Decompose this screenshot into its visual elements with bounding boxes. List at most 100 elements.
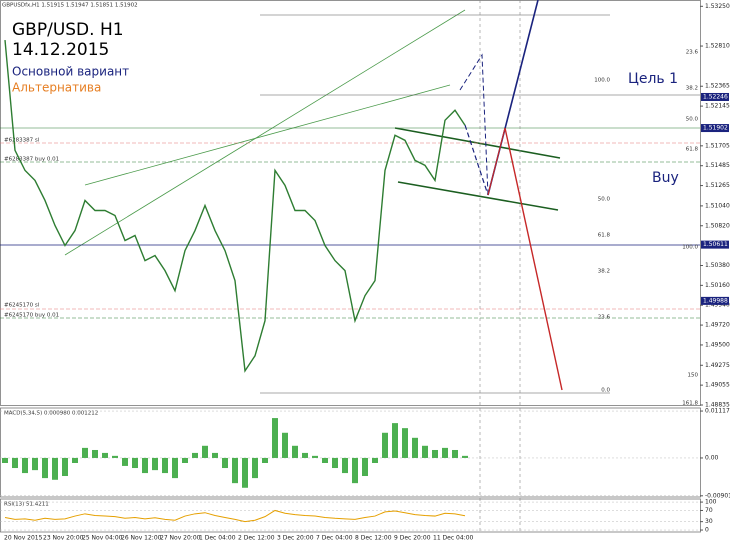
y-tick-label: 1.51040 [705, 202, 730, 209]
header: GBPUSDfx,H1 1.51915 1.51947 1.51851 1.51… [2, 3, 138, 9]
order-label: #6283387 sl [4, 138, 40, 144]
histogram-bar [232, 457, 238, 484]
histogram-bar [192, 452, 198, 458]
y-tick-label: 70 [705, 507, 713, 514]
y-tick-label: 1.49500 [705, 341, 730, 348]
histogram-bar [122, 457, 128, 466]
y-tick-label: 1.49055 [705, 382, 730, 389]
x-tick-label: 25 Nov 04:00 [82, 535, 123, 542]
fib-label: 50.0 [598, 197, 611, 203]
fib-label: 150 [688, 373, 699, 379]
histogram-bar [42, 457, 48, 479]
histogram-bar [382, 432, 388, 458]
y-tick-label: 1.52145 [705, 103, 730, 110]
annotation: Цель 1 [628, 71, 678, 87]
x-tick-label: 3 Dec 20:00 [277, 535, 314, 542]
y-tick-label: 1.52810 [705, 43, 730, 50]
histogram-bar [432, 449, 438, 458]
price-label: 1.52246 [703, 93, 728, 100]
fib-label: 61.8 [598, 233, 611, 239]
annotation: Альтернатива [12, 81, 101, 95]
histogram-bar [172, 457, 178, 479]
x-tick-label: 27 Nov 20:00 [160, 535, 201, 542]
histogram-bar [202, 445, 208, 458]
y-tick-label: 0.00 [705, 454, 719, 461]
histogram-bar [272, 418, 278, 458]
y-tick-label: 1.53250 [705, 3, 730, 10]
x-tick-label: 7 Dec 04:00 [316, 535, 353, 542]
histogram-bar [312, 455, 318, 458]
y-tick-label: 1.50820 [705, 222, 730, 229]
y-tick-label: 1.49275 [705, 362, 730, 369]
y-tick-label: 1.51705 [705, 142, 730, 149]
fib-label: 38.2 [686, 86, 698, 92]
y-tick-label: 0 [705, 527, 709, 534]
histogram-bar [112, 455, 118, 458]
price-line [4, 509, 466, 523]
histogram-bar [442, 447, 448, 458]
drawings [0, 0, 700, 532]
y-tick-label: 1.48835 [705, 402, 730, 409]
histogram-bar [102, 452, 108, 458]
x-tick-label: 8 Dec 12:00 [355, 535, 392, 542]
order-label: #6245170 buy 0.01 [4, 313, 59, 319]
x-tick-label: 9 Dec 20:00 [394, 535, 431, 542]
x-tick-label: 2 Dec 12:00 [238, 535, 275, 542]
histogram-bar [292, 445, 298, 458]
fib-label: 61.8 [686, 147, 699, 153]
histogram-bar [252, 457, 258, 479]
price-label-box [701, 92, 729, 101]
fib-label: 38.2 [598, 269, 610, 275]
panel-title: MACD(5,34,5) 0.000980 0.001212 [4, 411, 98, 417]
histogram-bar [322, 457, 328, 463]
histogram-bar [242, 457, 248, 488]
histogram-bar [142, 457, 148, 474]
histogram-bar [92, 449, 98, 458]
histogram-bar [282, 432, 288, 458]
histogram-bar [222, 457, 228, 469]
y-tick-label: 1.50160 [705, 282, 730, 289]
fib-label: 0.0 [601, 388, 610, 394]
x-tick-label: 23 Nov 20:00 [43, 535, 84, 542]
annotation: Buy [652, 170, 679, 186]
panel-frame [0, 0, 701, 533]
annotation: Основной вариант [12, 65, 129, 79]
histogram-bar [352, 457, 358, 484]
histogram-bar [302, 452, 308, 458]
y-tick-label: 0.011174 [705, 408, 730, 415]
price-label: 1.49988 [703, 297, 728, 304]
x-tick-label: 11 Dec 04:00 [433, 535, 474, 542]
y-tick-label: 1.51265 [705, 182, 730, 189]
price-label: 1.51902 [703, 125, 728, 132]
histogram-bar [12, 457, 18, 469]
panel-title: RSI(13) 51.4211 [4, 502, 49, 508]
x-tick-label: 1 Dec 04:00 [199, 535, 236, 542]
histogram-bar [362, 457, 368, 477]
histogram-bar [32, 457, 38, 471]
histogram-bar [52, 457, 58, 480]
histogram-bar [412, 437, 418, 458]
price-label: 1.50611 [703, 241, 728, 248]
y-tick-label: 1.49720 [705, 322, 730, 329]
price-line [4, 40, 466, 373]
fib-label: 23.6 [686, 50, 699, 56]
price-label-box [701, 240, 729, 249]
histogram-bar [392, 423, 398, 458]
histogram-bar [262, 457, 268, 463]
price-label-box [701, 124, 729, 133]
histogram-bar [2, 457, 8, 463]
y-tick-label: 1.49940 [705, 302, 730, 309]
price-label-box [701, 296, 729, 305]
histogram-bar [372, 457, 378, 463]
histogram-bar [62, 457, 68, 477]
y-tick-label: 1.50380 [705, 262, 730, 269]
chart-subtitle: 14.12.2015 [12, 40, 109, 60]
chart-title: GBP/USD. H1 [12, 20, 124, 40]
fib-label: 100.0 [682, 245, 698, 251]
fib-label: 23.6 [598, 315, 611, 321]
histogram-bar [182, 457, 188, 463]
x-tick-label: 20 Nov 2015 [4, 535, 43, 542]
y-tick-label: 100 [705, 499, 717, 506]
